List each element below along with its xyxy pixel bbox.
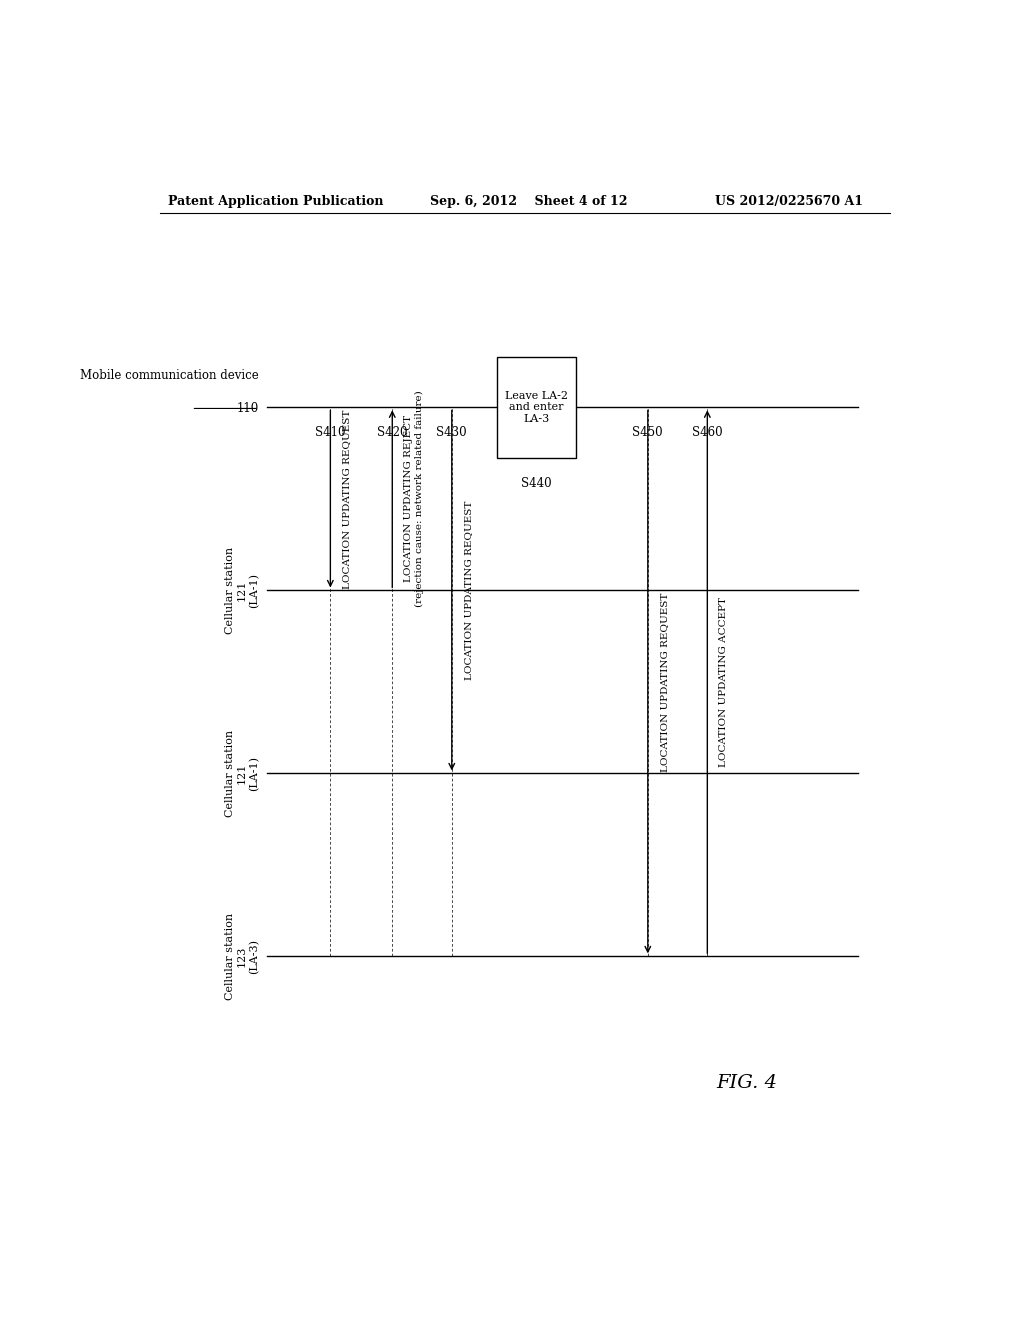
Text: LOCATION UPDATING REQUEST: LOCATION UPDATING REQUEST (342, 409, 351, 589)
Text: LOCATION UPDATING REJECT
(rejection cause: network related failure): LOCATION UPDATING REJECT (rejection caus… (404, 391, 424, 607)
Text: S410: S410 (315, 426, 346, 438)
Text: Leave LA-2
and enter
LA-3: Leave LA-2 and enter LA-3 (505, 391, 568, 424)
Text: US 2012/0225670 A1: US 2012/0225670 A1 (715, 194, 863, 207)
Text: S430: S430 (436, 426, 467, 438)
Text: S420: S420 (377, 426, 408, 438)
Text: LOCATION UPDATING ACCEPT: LOCATION UPDATING ACCEPT (719, 597, 728, 767)
Text: 110: 110 (237, 403, 259, 416)
Text: Cellular station
123
(LA-3): Cellular station 123 (LA-3) (225, 912, 259, 999)
Text: LOCATION UPDATING REQUEST: LOCATION UPDATING REQUEST (659, 593, 669, 771)
Text: S450: S450 (633, 426, 664, 438)
Text: S440: S440 (521, 426, 552, 438)
Text: Cellular station
121
(LA-1): Cellular station 121 (LA-1) (225, 730, 259, 817)
Bar (497, 356, 577, 458)
Text: Sep. 6, 2012    Sheet 4 of 12: Sep. 6, 2012 Sheet 4 of 12 (430, 194, 627, 207)
Text: Mobile communication device: Mobile communication device (80, 370, 259, 381)
Text: Patent Application Publication: Patent Application Publication (168, 194, 383, 207)
Text: Cellular station
121
(LA-1): Cellular station 121 (LA-1) (225, 546, 259, 634)
Text: S460: S460 (692, 426, 723, 438)
Text: S440: S440 (521, 477, 552, 490)
Text: FIG. 4: FIG. 4 (717, 1074, 777, 1093)
Text: LOCATION UPDATING REQUEST: LOCATION UPDATING REQUEST (464, 500, 473, 680)
